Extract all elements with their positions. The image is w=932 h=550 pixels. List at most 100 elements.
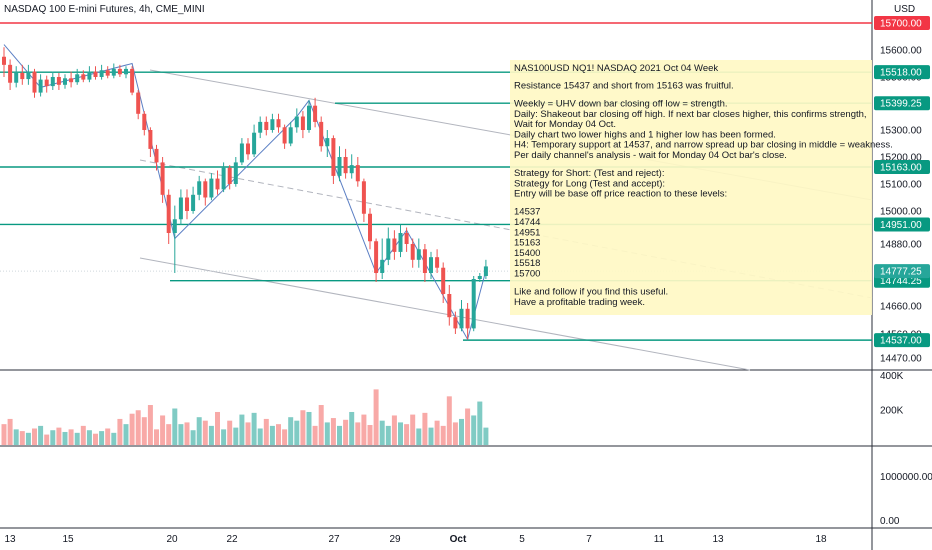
candle-body: [148, 130, 152, 149]
price-badge: 15163.00: [874, 160, 930, 174]
candle-body: [2, 57, 6, 65]
volume-bar: [75, 433, 80, 445]
volume-bar: [459, 419, 464, 445]
volume-bar: [447, 396, 452, 445]
candle-body: [26, 72, 30, 79]
volume-bar: [38, 426, 43, 445]
volume-bar: [172, 409, 177, 446]
candle: [472, 276, 476, 331]
volume-bar: [111, 433, 116, 445]
chart-title: NASDAQ 100 E-mini Futures, 4h, CME_MINI: [4, 4, 205, 15]
candle-body: [441, 268, 445, 294]
candle-body: [478, 276, 482, 279]
volume-bar: [453, 422, 458, 445]
volume-bar: [429, 428, 434, 445]
volume-bar: [380, 421, 385, 445]
volume-bar: [392, 415, 397, 445]
annotation-line: Have a profitable trading week.: [514, 297, 645, 308]
candle-body: [81, 74, 85, 79]
candle-body: [313, 106, 317, 122]
price-badge-label: 14951.00: [880, 220, 922, 231]
candle-body: [112, 69, 116, 76]
volume-bar: [343, 420, 348, 445]
time-tick-label: 22: [226, 534, 238, 545]
volume-bar: [160, 415, 165, 445]
volume-bar: [191, 430, 196, 445]
volume-bar: [435, 421, 440, 445]
volume-bar: [32, 428, 37, 445]
price-badge: 14537.00: [874, 333, 930, 347]
candle-body: [392, 239, 396, 252]
volume-bar: [81, 426, 86, 445]
candle-body: [307, 106, 311, 130]
candle-body: [8, 65, 12, 83]
volume-bar: [197, 417, 202, 445]
candle-body: [75, 74, 79, 82]
volume-bar: [307, 412, 312, 445]
time-tick-label: 15: [62, 534, 74, 545]
price-tick-label: 15100.00: [880, 180, 922, 191]
volume-bar: [410, 415, 415, 445]
volume-bar: [56, 428, 61, 445]
volume-bar: [2, 424, 7, 445]
candle-body: [94, 72, 98, 77]
volume-bar: [270, 426, 275, 445]
price-badge-label: 15518.00: [880, 68, 922, 79]
volume-bar: [227, 421, 232, 445]
time-tick-label: Oct: [450, 534, 467, 545]
candle-body: [258, 122, 262, 133]
candle-body: [380, 260, 384, 273]
time-tick-label: 29: [389, 534, 401, 545]
candle-body: [270, 119, 274, 130]
candle-body: [106, 70, 110, 75]
candle-body: [63, 78, 67, 85]
candle-body: [240, 144, 244, 163]
volume-bar: [471, 415, 476, 445]
volume-bar: [50, 430, 55, 445]
volume-bar: [416, 428, 421, 445]
candle-body: [87, 72, 91, 80]
annotation-note[interactable]: NAS100USD NQ1! NASDAQ 2021 Oct 04 Week R…: [510, 60, 893, 315]
candle-body: [289, 127, 293, 143]
candle-body: [319, 122, 323, 146]
volume-bar: [325, 422, 330, 445]
volume-bar: [264, 419, 269, 445]
candle-body: [142, 114, 146, 130]
candle-body: [252, 133, 256, 155]
candle-body: [301, 117, 305, 131]
candle-body: [356, 165, 360, 181]
volume-bar: [355, 422, 360, 445]
annotation-line: Resistance 15437 and short from 15163 wa…: [514, 81, 734, 92]
candle-body: [405, 233, 409, 244]
candle-body: [228, 168, 232, 184]
candle-body: [453, 317, 457, 328]
volume-bar: [215, 412, 220, 445]
volume-bar: [398, 422, 403, 445]
volume-bar: [20, 431, 25, 445]
price-badge-label: 15700.00: [880, 19, 922, 30]
volume-bar: [294, 421, 299, 445]
volume-bar: [117, 419, 122, 445]
volume-bar: [319, 405, 324, 445]
time-tick-label: 13: [4, 534, 16, 545]
candle-body: [39, 80, 43, 93]
volume-bar: [331, 418, 336, 445]
price-tick-label: 15600.00: [880, 46, 922, 57]
candle: [130, 66, 134, 95]
volume-bar: [87, 430, 92, 445]
volume-tick-label: 400K: [880, 371, 904, 382]
volume-bar: [99, 431, 104, 445]
volume-bar: [337, 426, 342, 445]
candle-body: [222, 168, 226, 190]
volume-bar: [142, 417, 147, 445]
volume-bar: [282, 429, 287, 445]
price-badge: 14777.25: [874, 264, 930, 278]
volume-bar: [185, 422, 190, 445]
time-tick-label: 13: [712, 534, 724, 545]
candle-body: [386, 239, 390, 260]
annotation-line: Per daily channel's analysis - wait for …: [514, 150, 787, 161]
volume-bar: [441, 426, 446, 445]
price-tick-label: 15000.00: [880, 207, 922, 218]
candle-body: [264, 122, 268, 130]
